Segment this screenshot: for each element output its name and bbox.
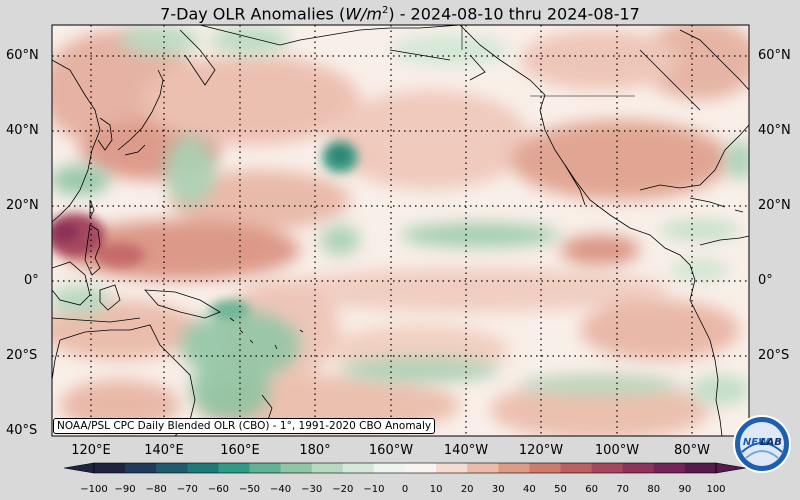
lon-label-160e: 160°E: [220, 443, 260, 458]
colorbar-tick-label: −10: [363, 484, 385, 495]
lat-label-60n-left: 60°N: [6, 48, 39, 63]
logo-text-accent: LAB: [760, 437, 782, 448]
colorbar-tick-label: 40: [523, 484, 536, 495]
lon-label-160w: 160°W: [368, 443, 414, 458]
colorbar-tick-label: 60: [585, 484, 598, 495]
lon-label-100w: 100°W: [594, 443, 640, 458]
colorbar-tick-label: −70: [176, 484, 198, 495]
colorbar-tick-label: −80: [145, 484, 167, 495]
colorbar: [63, 462, 747, 474]
lon-label-120e: 120°E: [71, 443, 111, 458]
colorbar-tick-label: 20: [460, 484, 474, 495]
colorbar-tick-label: 80: [647, 484, 661, 495]
colorbar-swatch: [342, 463, 375, 473]
colorbar-tick-label: −100: [80, 484, 108, 495]
colorbar-tick-label: −20: [332, 484, 354, 495]
lon-label-140w: 140°W: [443, 443, 489, 458]
colorbar-swatch: [311, 463, 344, 473]
colorbar-tick-label: −90: [114, 484, 136, 495]
colorbar-swatch: [218, 463, 250, 473]
colorbar-swatch: [436, 463, 468, 473]
colorbar-swatch: [280, 463, 313, 473]
data-credit: NOAA/PSL CPC Daily Blended OLR (CBO) - 1…: [53, 418, 436, 434]
lon-label-180: 180°: [299, 443, 331, 458]
lat-label-20s-right: 20°S: [758, 348, 790, 363]
colorbar-tick-label: 50: [554, 484, 567, 495]
lat-label-20n-left: 20°N: [6, 198, 39, 213]
map-title: 7-Day OLR Anomalies (W/m2) - 2024-08-10 …: [160, 4, 640, 24]
colorbar-tick-label: 70: [616, 484, 630, 495]
colorbar-outline: [93, 462, 717, 474]
colorbar-tick-label: 30: [491, 484, 505, 495]
coastlines: [52, 25, 749, 436]
colorbar-swatch: [529, 463, 561, 473]
colorbar-swatch: [467, 463, 499, 473]
colorbar-swatch: [156, 463, 188, 473]
colorbar-swatch: [653, 463, 686, 473]
colorbar-swatch: [94, 463, 126, 473]
lat-label-60n-right: 60°N: [758, 48, 791, 63]
colorbar-tick-label: −50: [238, 484, 261, 495]
anomaly-field: [52, 25, 749, 436]
colorbar-swatch: [373, 463, 406, 473]
colorbar-tick-label: −60: [207, 484, 229, 495]
lat-label-eq-left: 0°: [24, 273, 39, 288]
colorbar-swatch: [560, 463, 593, 473]
colorbar-extend-low: [63, 462, 95, 474]
lon-label-140e: 140°E: [144, 443, 184, 458]
colorbar-swatch: [125, 463, 157, 473]
lat-label-eq-right: 0°: [758, 273, 773, 288]
colorbar-tick-label: 100: [706, 484, 726, 495]
map-frame: [51, 24, 750, 437]
lon-label-80w: 80°W: [674, 443, 710, 458]
lat-label-40s-left: 40°S: [6, 423, 38, 438]
colorbar-swatch: [622, 463, 655, 473]
colorbar-swatch: [591, 463, 624, 473]
colorbar-tick-label: 90: [678, 484, 692, 495]
colorbar-tick-label: −40: [270, 484, 292, 495]
newlab-logo: NEW LAB: [733, 415, 791, 473]
logo-text-main: NEW: [743, 437, 770, 448]
colorbar-swatch: [187, 463, 219, 473]
lat-label-40n-right: 40°N: [758, 123, 791, 138]
graticule: [52, 25, 749, 436]
lat-label-20n-right: 20°N: [758, 198, 791, 213]
lat-label-40n-left: 40°N: [6, 123, 39, 138]
colorbar-tick-label: 0: [401, 484, 409, 495]
lon-label-120w: 120°W: [518, 443, 564, 458]
colorbar-swatch: [498, 463, 530, 473]
colorbar-swatch: [249, 463, 282, 473]
colorbar-swatch: [405, 463, 437, 473]
lat-label-20s-left: 20°S: [6, 348, 38, 363]
colorbar-tick-label: −30: [301, 484, 323, 495]
colorbar-swatch: [684, 463, 717, 473]
colorbar-tick-label: 10: [429, 484, 443, 495]
